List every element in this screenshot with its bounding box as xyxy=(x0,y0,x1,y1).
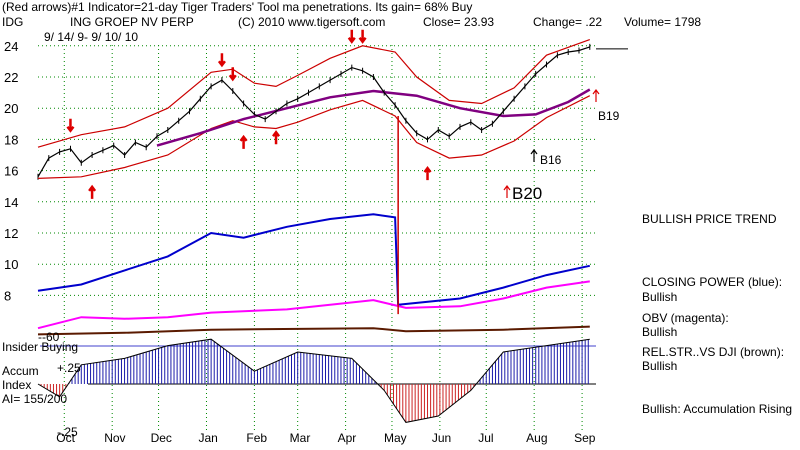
moving-average-line xyxy=(156,88,591,147)
x-tick-label: Mar xyxy=(290,431,311,445)
signal-arrow xyxy=(592,89,600,102)
price-line xyxy=(37,46,590,178)
insider-buying-label: Insider Buying xyxy=(2,340,78,354)
accum-status: Bullish: Accumulation Rising xyxy=(642,402,793,416)
y-tick-20: 20 xyxy=(4,101,18,116)
chart-header: (Red arrows)#1 Indicator=21-day Tiger Tr… xyxy=(2,0,701,44)
x-tick-label: Jun xyxy=(432,431,451,445)
rel-str-title: REL.STR..VS DJI (brown): xyxy=(642,345,785,359)
price-axis-labels: 24 22 20 18 16 14 12 10 8 xyxy=(4,39,18,304)
close-price: Close= 23.93 xyxy=(423,15,494,29)
signal-arrows xyxy=(66,29,600,199)
plus25-label: +.25 xyxy=(57,361,81,375)
signal-arrow xyxy=(503,185,511,198)
b16-label: B16 xyxy=(540,153,562,167)
x-tick-label: Jul xyxy=(478,431,493,445)
buy-arrow xyxy=(88,184,97,199)
y-tick-10: 10 xyxy=(4,257,18,272)
copyright: (C) 2010 www.tigersoft.com xyxy=(238,15,385,29)
obv-value: Bullish xyxy=(642,325,678,339)
b19-label: B19 xyxy=(598,109,620,123)
closing-power-line xyxy=(37,213,591,306)
month-axis-labels: Oct Nov Dec Jan Feb Mar Apr May Jun Jul Aug Sep xyxy=(56,431,595,445)
date-range: 9/ 14/ 9- 9/ 10/ 10 xyxy=(44,30,138,44)
indicator-title: (Red arrows)#1 Indicator=21-day Tiger Tr… xyxy=(2,0,472,14)
sell-arrow xyxy=(228,67,237,82)
series-group xyxy=(37,39,628,423)
y-tick-22: 22 xyxy=(4,70,18,85)
x-tick-label: Jan xyxy=(198,431,217,445)
buy-arrow xyxy=(239,134,248,149)
x-tick-label: Dec xyxy=(151,431,172,445)
obv-line xyxy=(37,280,590,330)
upper-band-line xyxy=(37,39,591,148)
closing-power-title: CLOSING POWER (blue): xyxy=(642,275,783,289)
sell-arrow xyxy=(358,29,367,44)
y-tick-8: 8 xyxy=(4,288,11,303)
x-tick-label: Nov xyxy=(104,431,125,445)
y-tick-24: 24 xyxy=(4,39,18,54)
sell-arrow xyxy=(347,29,356,44)
lower-band-line xyxy=(37,95,591,179)
accum-title: Accum xyxy=(2,364,39,378)
sell-arrow xyxy=(66,118,75,133)
rel-str-line xyxy=(37,325,590,336)
closing-power-value: Bullish xyxy=(642,290,678,304)
sell-arrow xyxy=(217,53,226,68)
x-tick-label: May xyxy=(384,431,407,445)
minus25-label: -.25 xyxy=(57,425,78,439)
x-tick-label: Sep xyxy=(574,431,596,445)
volume: Volume= 1798 xyxy=(624,15,701,29)
y-tick-12: 12 xyxy=(4,226,18,241)
zero-label: --60 xyxy=(38,330,60,344)
b20-label: B20 xyxy=(512,184,542,203)
price-bars xyxy=(37,43,591,180)
x-tick-label: Apr xyxy=(338,431,357,445)
y-tick-16: 16 xyxy=(4,164,18,179)
ai-label: AI= 155/200 xyxy=(2,392,67,406)
x-tick-label: Aug xyxy=(526,431,547,445)
price-trend-status: BULLISH PRICE TREND xyxy=(642,212,777,226)
buy-arrow xyxy=(423,166,432,181)
x-tick-label: Oct xyxy=(56,431,75,445)
x-tick-label: Feb xyxy=(246,431,267,445)
y-tick-14: 14 xyxy=(4,195,18,210)
ticker-symbol: IDG xyxy=(2,15,23,29)
rel-str-value: Bullish xyxy=(642,359,678,373)
price-change: Change= .22 xyxy=(533,15,602,29)
grid-lines xyxy=(38,45,596,430)
signal-arrow xyxy=(530,149,538,162)
y-tick-18: 18 xyxy=(4,132,18,147)
accum-index-label: Index xyxy=(2,378,31,392)
accum-trend-line xyxy=(37,338,590,423)
buy-arrow xyxy=(272,130,281,145)
company-name: ING GROEP NV PERP xyxy=(70,15,194,29)
annotations: B19 B16 B20 Insider Buying --60 Accum In… xyxy=(2,109,620,439)
obv-title: OBV (magenta): xyxy=(642,311,729,325)
